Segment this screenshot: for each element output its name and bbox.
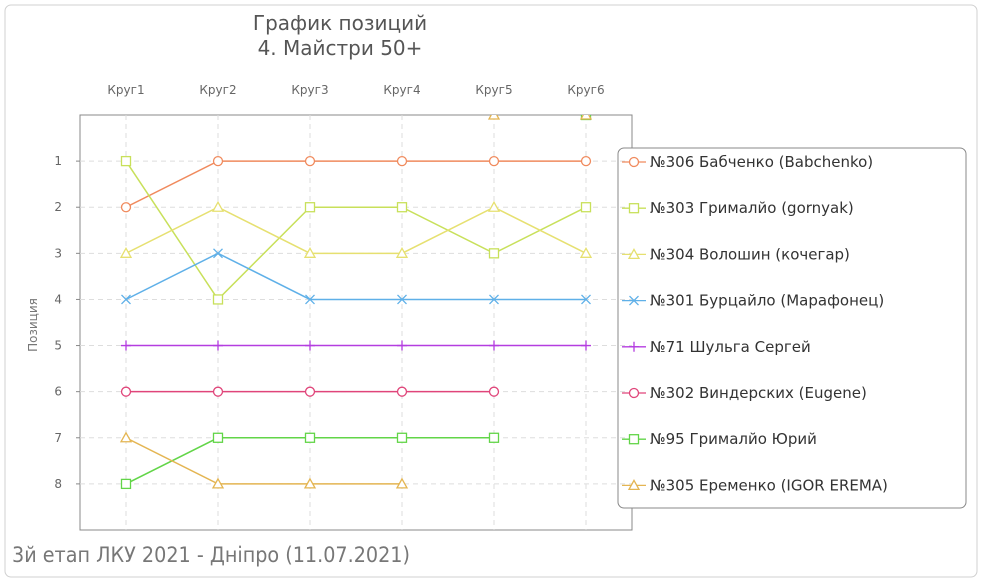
y-tick-label: 8 [54, 477, 62, 491]
marker [488, 248, 500, 259]
marker [488, 155, 500, 167]
x-tick-label: Круг2 [199, 83, 236, 97]
marker [396, 432, 408, 443]
legend-label: №304 Волошин (кочегар) [650, 245, 850, 263]
marker [213, 340, 223, 351]
y-tick-label: 7 [54, 431, 62, 445]
series-line [125, 160, 586, 208]
marker [579, 115, 593, 120]
chart-subtitle: 4. Майстри 50+ [258, 36, 423, 60]
marker [396, 155, 408, 167]
marker [120, 202, 132, 213]
marker [581, 294, 591, 305]
legend-label: №306 Бабченко (Babchenko) [650, 153, 873, 171]
series [121, 248, 591, 305]
x-tick-label: Круг6 [567, 83, 604, 97]
series [120, 386, 500, 397]
series [120, 115, 592, 490]
y-tick-label: 1 [54, 154, 62, 168]
marker [212, 432, 224, 443]
footer: 3й етап ЛКУ 2021 - Дніпро (11.07.2021) [12, 543, 410, 567]
x-tick-label: Круг3 [291, 83, 328, 97]
marker [120, 386, 132, 397]
marker [396, 202, 408, 213]
plot-area [79, 114, 633, 531]
series-line [125, 252, 586, 301]
marker [211, 200, 225, 212]
legend-label: №71 Шульга Сергей [650, 338, 811, 356]
marker [304, 386, 316, 397]
marker [580, 202, 592, 213]
marker [303, 477, 317, 489]
marker [397, 294, 407, 305]
series [120, 155, 592, 305]
legend [617, 147, 967, 509]
marker [211, 477, 225, 489]
x-tick-label: Круг5 [475, 83, 512, 97]
marker [628, 156, 640, 168]
marker [489, 340, 499, 351]
y-tick-label: 4 [54, 292, 62, 306]
marker [119, 246, 133, 258]
marker [629, 341, 639, 352]
marker [488, 432, 500, 443]
series [119, 115, 593, 489]
marker [304, 432, 316, 443]
legend-label: №95 Грималйо Юрий [650, 430, 817, 448]
marker [212, 155, 224, 167]
marker [212, 386, 224, 397]
series-line [125, 160, 587, 301]
marker [580, 155, 592, 167]
y-tick-label: 2 [54, 200, 62, 214]
y-tick-label: 3 [54, 246, 62, 260]
series-line [125, 437, 402, 485]
legend-label: №301 Бурцайло (Марафонец) [650, 292, 884, 310]
marker [395, 246, 409, 258]
marker [627, 479, 641, 491]
marker [303, 246, 317, 258]
marker [120, 155, 132, 167]
x-tick-label: Круг4 [383, 83, 420, 97]
marker [487, 115, 501, 120]
marker [488, 386, 500, 397]
x-tick-label: Круг1 [107, 83, 144, 97]
marker [628, 203, 640, 214]
series-line [125, 206, 587, 255]
y-tick-label: 5 [54, 339, 62, 353]
marker [396, 386, 408, 397]
marker [121, 340, 131, 351]
legend-label: №305 Еременко (IGOR EREMA) [650, 476, 888, 494]
marker [628, 387, 640, 399]
y-tick-label: 6 [54, 385, 62, 399]
marker [581, 340, 591, 351]
marker [397, 340, 407, 351]
y-axis-label: Позиция [26, 298, 40, 352]
marker [213, 248, 223, 259]
marker [629, 295, 639, 306]
marker [395, 477, 409, 489]
marker [305, 340, 315, 351]
marker [119, 431, 133, 443]
legend-label: №303 Грималйо (gornyak) [650, 199, 854, 217]
marker [489, 294, 499, 305]
marker [305, 294, 315, 305]
marker [627, 248, 641, 260]
marker [628, 434, 640, 445]
marker [121, 294, 131, 305]
marker [487, 200, 501, 212]
marker [304, 202, 316, 213]
legend-label: №302 Виндерских (Eugene) [650, 384, 867, 402]
series [121, 340, 591, 351]
marker [120, 478, 132, 490]
marker [212, 294, 224, 305]
series [119, 200, 593, 258]
chart-title: График позиций [253, 11, 427, 35]
marker [304, 155, 316, 167]
series [120, 155, 592, 213]
marker [579, 246, 593, 258]
